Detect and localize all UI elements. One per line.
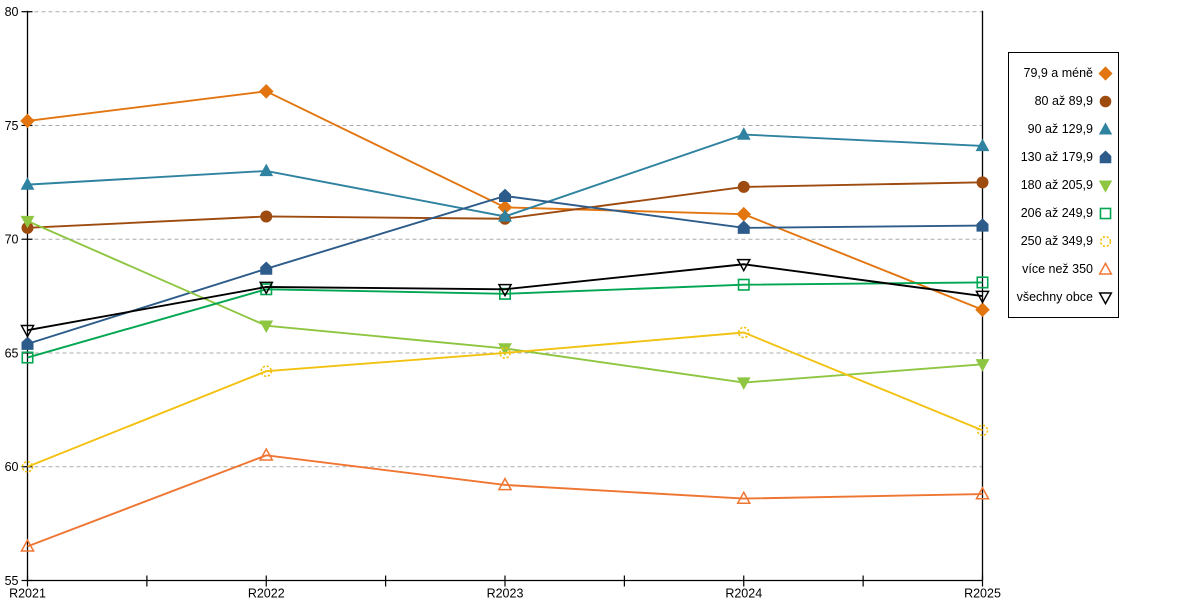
data-point — [20, 177, 35, 190]
data-point — [736, 206, 752, 222]
data-point — [259, 320, 274, 334]
x-tick-label: R2024 — [725, 587, 762, 600]
data-point — [498, 209, 512, 222]
data-point — [736, 258, 752, 273]
legend-item: 90 až 129,9 — [1014, 115, 1113, 143]
legend-item: 250 až 349,9 — [1014, 227, 1113, 255]
legend-item: více než 350 — [1014, 255, 1113, 283]
data-point — [737, 326, 750, 339]
data-point — [976, 276, 989, 289]
legend-marker-icon — [1098, 261, 1113, 275]
legend-item: 130 až 179,9 — [1014, 143, 1113, 171]
legend-item: 79,9 a méně — [1014, 59, 1113, 87]
data-point — [736, 490, 752, 505]
data-point — [259, 163, 274, 177]
data-point — [260, 261, 273, 275]
legend-item-label: 80 až 89,9 — [1034, 94, 1093, 108]
series-line-7 — [27, 454, 983, 548]
x-tick-label: R2021 — [9, 587, 46, 600]
legend-marker-icon — [1099, 149, 1112, 163]
data-point — [975, 359, 990, 372]
legend-item-label: 90 až 129,9 — [1027, 122, 1093, 136]
data-point — [736, 127, 751, 140]
data-point — [497, 477, 513, 491]
data-point — [260, 365, 273, 378]
legend-item: 206 až 249,9 — [1014, 199, 1113, 227]
series-line-5 — [27, 281, 983, 359]
data-point — [497, 283, 513, 298]
series-line-8 — [27, 263, 983, 332]
data-point — [20, 113, 35, 129]
legend-item: 180 až 205,9 — [1014, 171, 1113, 199]
data-point — [975, 138, 990, 152]
y-tick-label: 65 — [5, 346, 19, 360]
data-point — [737, 180, 750, 193]
legend-item-label: více než 350 — [1022, 262, 1093, 276]
data-point — [499, 188, 511, 202]
legend-marker-icon — [1098, 179, 1113, 193]
data-point — [21, 460, 34, 473]
legend-item: všechny obce — [1014, 283, 1113, 311]
data-point — [20, 324, 35, 339]
data-point — [20, 538, 35, 552]
data-point — [21, 351, 34, 364]
legend-marker-icon — [1098, 65, 1113, 81]
data-point — [976, 218, 989, 232]
x-tick-label: R2022 — [248, 587, 285, 600]
legend-item-label: 180 až 205,9 — [1020, 178, 1093, 192]
y-tick-label: 60 — [5, 460, 19, 474]
data-point — [21, 336, 34, 350]
data-point — [498, 343, 512, 356]
legend-marker-icon — [1098, 291, 1113, 305]
data-point — [976, 176, 989, 189]
series-line-6 — [27, 331, 983, 468]
data-point — [20, 215, 35, 229]
legend-item: 80 až 89,9 — [1014, 87, 1113, 115]
data-point — [737, 278, 750, 291]
data-point — [258, 84, 274, 99]
legend-item-label: 79,9 a méně — [1023, 66, 1094, 80]
legend-marker-icon — [1099, 235, 1112, 247]
data-point — [975, 302, 990, 318]
legend-item-label: 250 až 349,9 — [1020, 234, 1093, 248]
data-point — [975, 290, 990, 304]
series-line-4 — [27, 220, 983, 384]
y-tick-label: 55 — [5, 574, 19, 588]
legend-item-label: 130 až 179,9 — [1020, 150, 1093, 164]
data-point — [260, 210, 273, 223]
x-tick-label: R2023 — [487, 587, 524, 600]
y-tick-label: 75 — [5, 119, 19, 133]
x-tick-label: R2025 — [964, 587, 1001, 600]
data-point — [499, 347, 511, 359]
legend-item-label: všechny obce — [1016, 290, 1093, 304]
data-point — [976, 424, 989, 437]
data-point — [737, 220, 750, 234]
data-point — [258, 281, 274, 295]
legend-marker-icon — [1099, 207, 1112, 219]
y-tick-label: 70 — [5, 233, 19, 247]
legend-item-label: 206 až 249,9 — [1020, 206, 1093, 220]
legend: 79,9 a méně 80 až 89,9 90 až 129,9 130 až 1… — [1008, 52, 1119, 318]
legend-marker-icon — [1098, 121, 1113, 135]
y-tick-label: 80 — [5, 5, 19, 19]
legend-marker-icon — [1099, 95, 1112, 107]
data-point — [975, 486, 990, 500]
data-point — [258, 447, 274, 461]
data-point — [736, 377, 751, 390]
